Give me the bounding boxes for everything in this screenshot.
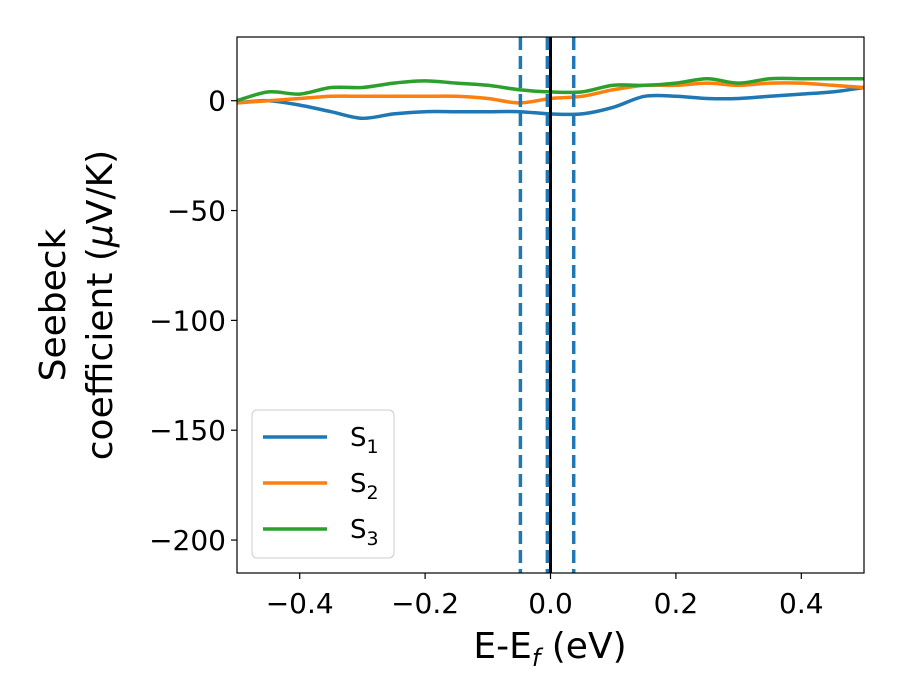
legend: S1 S2 S3 bbox=[251, 409, 395, 559]
vline-layer bbox=[518, 37, 576, 573]
x-tick-label: 0.0 bbox=[528, 587, 573, 620]
x-tick-label: 0.2 bbox=[654, 587, 699, 620]
x-axis-title-suffix: (eV) bbox=[540, 626, 626, 667]
y-axis-title-prefix: coefficient ( bbox=[80, 247, 121, 460]
y-axis-title: Seebeck coefficient (μV/K) bbox=[33, 150, 121, 460]
legend-items: S1 S2 S3 bbox=[263, 423, 379, 550]
x-tick-label: 0.4 bbox=[779, 587, 824, 620]
y-tick-label: −150 bbox=[149, 414, 226, 447]
x-axis-ticks: −0.4 −0.2 0.0 0.2 0.4 bbox=[266, 573, 824, 620]
y-axis-title-mu: μ bbox=[80, 224, 121, 248]
y-axis-title-line1: Seebeck bbox=[33, 228, 74, 381]
legend-label-s3: S3 bbox=[350, 515, 379, 550]
x-axis-title: E-Ef (eV) bbox=[473, 626, 626, 672]
x-tick-label: −0.4 bbox=[266, 587, 334, 620]
legend-label-s1: S1 bbox=[350, 423, 379, 458]
y-tick-label: −50 bbox=[167, 195, 226, 228]
y-axis-title-unit: V/K) bbox=[80, 150, 121, 224]
y-axis-ticks: 0 −50 −100 −150 −200 bbox=[149, 85, 237, 557]
x-tick-label: −0.2 bbox=[391, 587, 459, 620]
y-tick-label: −100 bbox=[149, 304, 226, 337]
y-tick-label: −200 bbox=[149, 524, 226, 557]
y-axis-title-line2: coefficient (μV/K) bbox=[80, 150, 121, 460]
x-axis-title-main: E-E bbox=[473, 626, 531, 667]
legend-label-s2: S2 bbox=[350, 469, 379, 504]
y-tick-label: 0 bbox=[208, 85, 226, 118]
